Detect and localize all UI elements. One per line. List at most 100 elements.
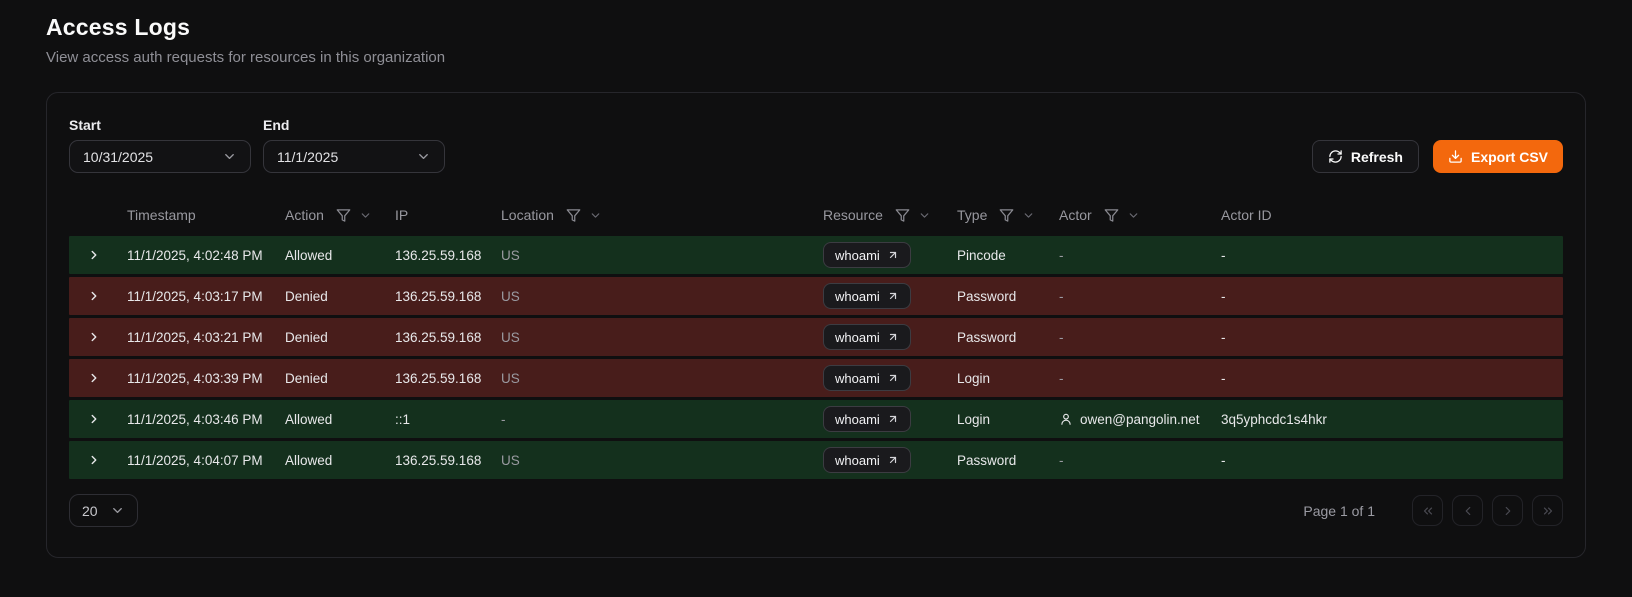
- access-logs-table: Timestamp Action IP Location Resource Ty…: [69, 198, 1563, 479]
- table-footer: 20 Page 1 of 1: [69, 494, 1563, 527]
- column-header[interactable]: Resource: [815, 207, 949, 223]
- table-row[interactable]: 11/1/2025, 4:03:46 PM Allowed ::1 - whoa…: [69, 400, 1563, 438]
- column-header-label: Timestamp: [127, 207, 196, 223]
- expand-row-button[interactable]: [87, 412, 101, 426]
- cell-resource: whoami: [815, 365, 949, 391]
- resource-name: whoami: [835, 247, 880, 263]
- filter-icon[interactable]: [999, 208, 1014, 223]
- resource-name: whoami: [835, 370, 880, 386]
- resource-name: whoami: [835, 288, 880, 304]
- filter-icon[interactable]: [566, 208, 581, 223]
- chevron-down-icon[interactable]: [589, 209, 602, 222]
- cell-ip: 136.25.59.168: [395, 288, 482, 304]
- column-header[interactable]: IP: [387, 207, 493, 223]
- resource-name: whoami: [835, 329, 880, 345]
- page-info: Page 1 of 1: [1303, 502, 1375, 519]
- cell-resource: whoami: [815, 283, 949, 309]
- resource-link-button[interactable]: whoami: [823, 324, 911, 350]
- table-row[interactable]: 11/1/2025, 4:02:48 PM Allowed 136.25.59.…: [69, 236, 1563, 274]
- cell-action: Denied: [285, 329, 328, 345]
- arrow-up-right-icon: [889, 251, 896, 259]
- chevron-right-icon: [91, 414, 97, 424]
- filter-icon[interactable]: [1104, 208, 1119, 223]
- previous-page-button[interactable]: [1452, 495, 1483, 526]
- filter-icon[interactable]: [336, 208, 351, 223]
- chevron-down-icon[interactable]: [1022, 209, 1035, 222]
- chevron-right-icon: [91, 291, 97, 301]
- chevron-right-icon: [91, 373, 97, 383]
- table-row[interactable]: 11/1/2025, 4:03:17 PM Denied 136.25.59.1…: [69, 277, 1563, 315]
- expand-row-button[interactable]: [87, 330, 101, 344]
- table-row[interactable]: 11/1/2025, 4:04:07 PM Allowed 136.25.59.…: [69, 441, 1563, 479]
- row-expander-cell: [69, 371, 119, 385]
- cell-auth-type: Pincode: [957, 247, 1006, 263]
- resource-link-button[interactable]: whoami: [823, 406, 911, 432]
- cell-resource: whoami: [815, 406, 949, 432]
- next-page-button[interactable]: [1492, 495, 1523, 526]
- column-header[interactable]: Action: [277, 207, 387, 223]
- refresh-button[interactable]: Refresh: [1311, 140, 1419, 173]
- chevron-down-icon[interactable]: [359, 209, 372, 222]
- table-row[interactable]: 11/1/2025, 4:03:39 PM Denied 136.25.59.1…: [69, 359, 1563, 397]
- column-header[interactable]: Actor ID: [1213, 207, 1563, 223]
- cell-actor: -: [1051, 371, 1213, 386]
- end-date-select[interactable]: 11/1/2025: [263, 140, 445, 173]
- arrow-up-right-icon: [889, 333, 896, 341]
- cell-timestamp: 11/1/2025, 4:03:21 PM: [127, 329, 263, 345]
- cell-actor: -: [1051, 248, 1213, 263]
- refresh-button-label: Refresh: [1350, 148, 1403, 165]
- expand-row-button[interactable]: [87, 289, 101, 303]
- column-header-label: Actor ID: [1221, 207, 1272, 223]
- cell-auth-type: Login: [957, 411, 991, 427]
- actor-name: -: [1059, 288, 1064, 304]
- actor-name: -: [1059, 370, 1064, 386]
- column-header[interactable]: Type: [949, 207, 1051, 223]
- row-expander-cell: [69, 248, 119, 262]
- column-header[interactable]: Actor: [1051, 207, 1213, 223]
- pagination-controls: Page 1 of 1: [1303, 495, 1563, 526]
- cell-actor: owen@pangolin.net: [1051, 412, 1213, 427]
- cell-actor-id: -: [1221, 247, 1226, 263]
- expand-row-button[interactable]: [87, 248, 101, 262]
- column-header-label: Type: [957, 207, 988, 223]
- cell-actor: -: [1051, 453, 1213, 468]
- download-icon: [1449, 150, 1462, 163]
- chevron-right-icon: [1505, 506, 1510, 515]
- cell-actor-id: -: [1221, 452, 1226, 468]
- arrow-up-right-icon: [889, 415, 896, 423]
- chevron-right-icon: [91, 455, 97, 465]
- page-size-select[interactable]: 20: [69, 494, 138, 527]
- expand-row-button[interactable]: [87, 371, 101, 385]
- row-expander-cell: [69, 453, 119, 467]
- column-header-label: Action: [285, 207, 324, 223]
- arrow-up-right-icon: [889, 374, 896, 382]
- cell-actor-id: -: [1221, 288, 1226, 304]
- last-page-button[interactable]: [1532, 495, 1563, 526]
- column-header[interactable]: Timestamp: [119, 207, 277, 223]
- chevron-down-icon[interactable]: [1127, 209, 1140, 222]
- start-date-select[interactable]: 10/31/2025: [69, 140, 251, 173]
- cell-ip: 136.25.59.168: [395, 247, 482, 263]
- row-expander-cell: [69, 289, 119, 303]
- cell-action: Allowed: [285, 452, 333, 468]
- page-title: Access Logs: [46, 14, 191, 40]
- column-header[interactable]: Location: [493, 207, 815, 223]
- first-page-button[interactable]: [1412, 495, 1443, 526]
- expand-row-button[interactable]: [87, 453, 101, 467]
- table-row[interactable]: 11/1/2025, 4:03:21 PM Denied 136.25.59.1…: [69, 318, 1563, 356]
- export-csv-button[interactable]: Export CSV: [1432, 140, 1563, 173]
- cell-actor-id: -: [1221, 329, 1226, 345]
- cell-auth-type: Password: [957, 288, 1017, 304]
- resource-link-button[interactable]: whoami: [823, 242, 911, 268]
- chevron-down-icon[interactable]: [918, 209, 931, 222]
- resource-link-button[interactable]: whoami: [823, 447, 911, 473]
- cell-resource: whoami: [815, 447, 949, 473]
- cell-location: US: [501, 247, 520, 263]
- cell-action: Allowed: [285, 411, 333, 427]
- resource-link-button[interactable]: whoami: [823, 283, 911, 309]
- cell-timestamp: 11/1/2025, 4:03:39 PM: [127, 370, 263, 386]
- cell-location: -: [501, 411, 506, 427]
- filter-icon[interactable]: [895, 208, 910, 223]
- chevron-down-icon: [225, 154, 234, 159]
- resource-link-button[interactable]: whoami: [823, 365, 911, 391]
